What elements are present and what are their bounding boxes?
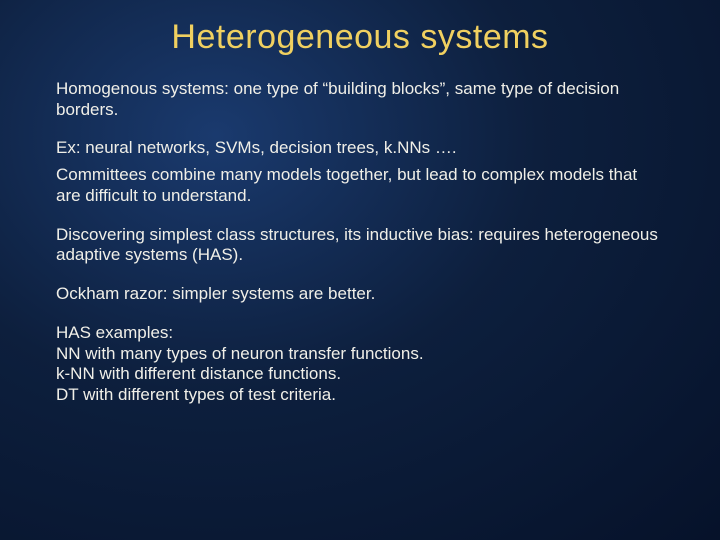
slide-title: Heterogeneous systems [56, 18, 664, 57]
has-example-line: k-NN with different distance functions. [56, 364, 664, 385]
has-examples-heading: HAS examples: [56, 323, 664, 344]
paragraph-4: Discovering simplest class structures, i… [56, 225, 664, 266]
paragraph-6: HAS examples: NN with many types of neur… [56, 323, 664, 406]
paragraph-2: Ex: neural networks, SVMs, decision tree… [56, 138, 664, 159]
has-example-line: DT with different types of test criteria… [56, 385, 664, 406]
paragraph-3: Committees combine many models together,… [56, 165, 664, 206]
paragraph-1: Homogenous systems: one type of “buildin… [56, 79, 664, 120]
paragraph-5: Ockham razor: simpler systems are better… [56, 284, 664, 305]
has-example-line: NN with many types of neuron transfer fu… [56, 344, 664, 365]
